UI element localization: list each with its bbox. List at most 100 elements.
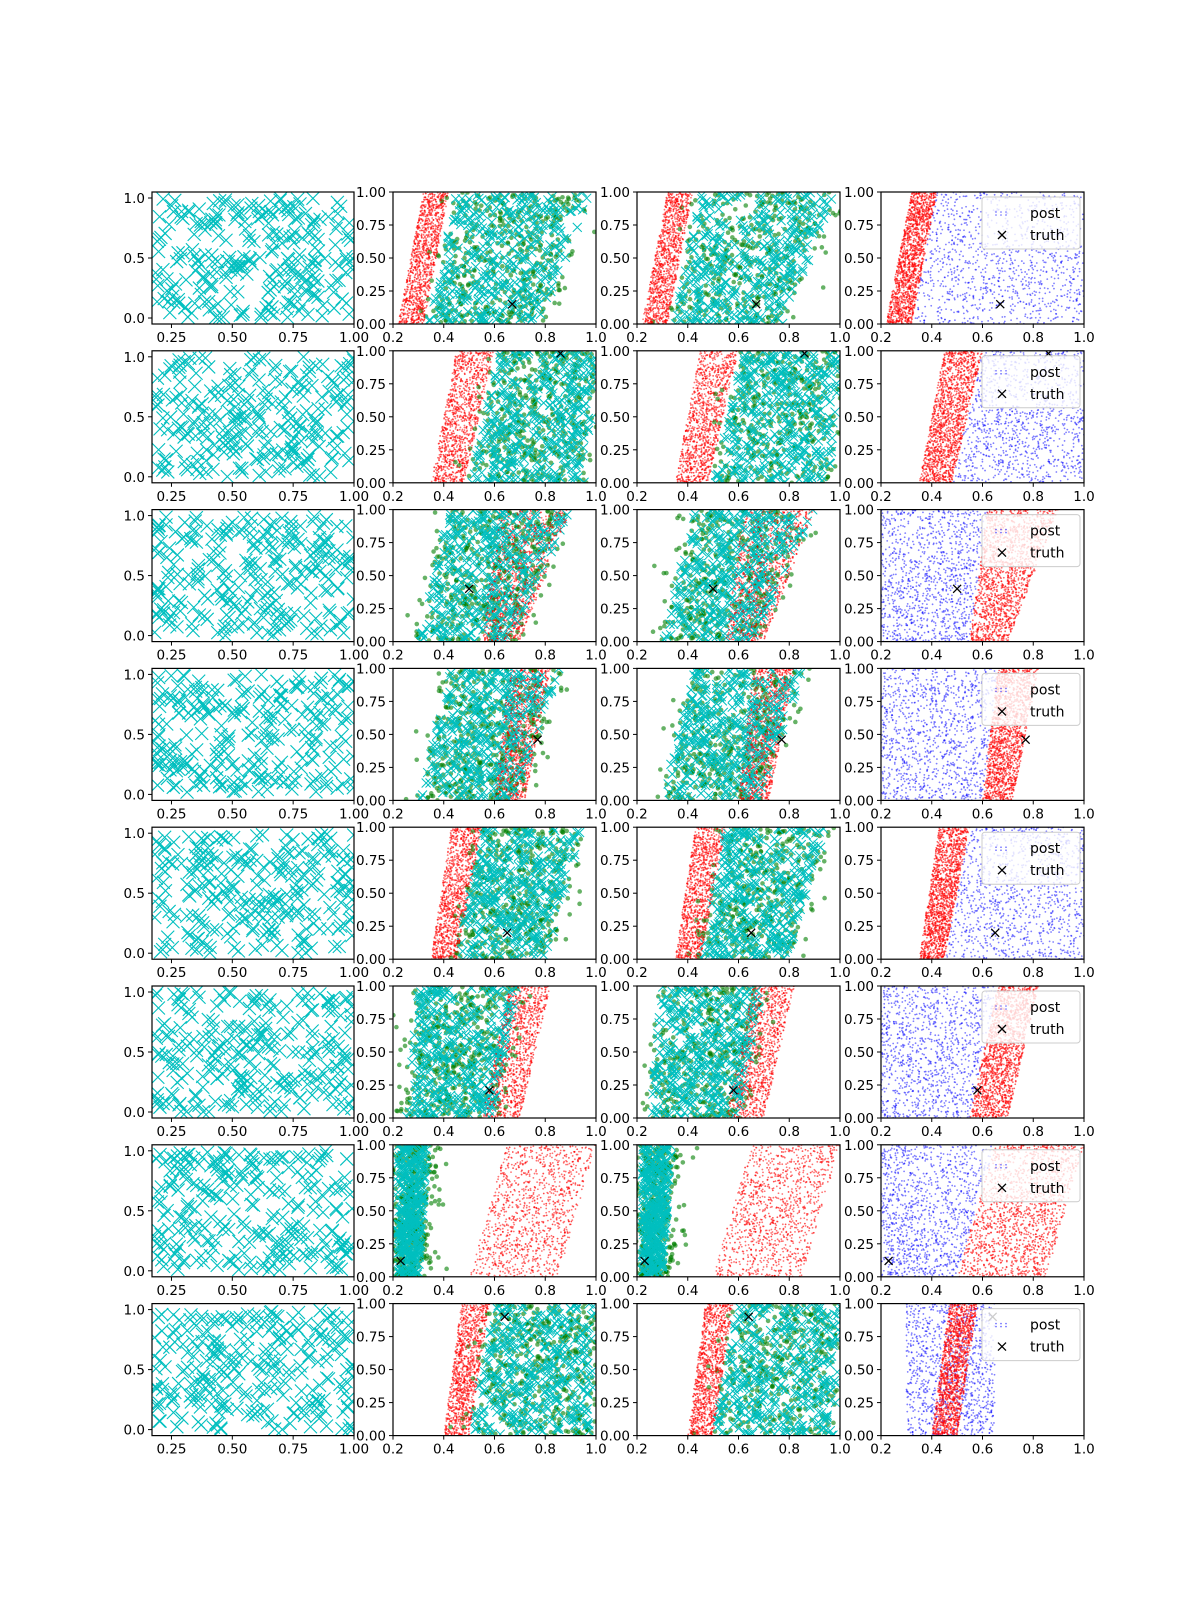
cyan-sample-marker [475,227,485,237]
green-sample-point [797,219,802,224]
red-sample-point [660,313,662,316]
red-sample-point [667,293,670,295]
red-sample-point [416,239,419,242]
cyan-sample-marker [728,254,738,265]
blue-post-point [1055,269,1058,272]
red-sample-point [412,299,415,302]
cyan-sample-marker [694,252,705,263]
red-sample-point [682,238,685,241]
red-sample-point [430,243,433,246]
red-sample-point [685,218,688,221]
red-sample-point [437,238,440,241]
red-sample-point [421,219,424,222]
red-sample-point [436,251,439,254]
blue-post-point [1076,253,1079,256]
cyan-sample-marker [818,197,829,208]
cyan-sample-marker [798,201,809,212]
red-sample-point [404,301,407,304]
cyan-sample-marker [565,206,575,217]
red-sample-point [426,281,429,283]
red-sample-point [671,203,674,205]
red-sample-point [418,307,420,310]
red-sample-point [439,199,442,202]
prior-marker [251,198,266,213]
red-sample-point [442,195,445,198]
red-sample-point [405,297,408,300]
red-sample-point [442,205,445,207]
red-sample-point [647,316,650,319]
cyan-sample-marker [758,215,769,226]
cyan-sample-marker [514,237,525,248]
blue-post-point [979,242,981,245]
green-sample-point [561,201,566,207]
green-sample-point [508,273,514,278]
red-sample-point [671,288,673,291]
prior-marker [290,253,305,268]
cyan-sample-marker [694,289,704,300]
red-sample-point [419,222,422,224]
prior-marker [188,263,203,278]
red-sample-point [439,234,442,237]
blue-post-point [1017,274,1020,277]
red-sample-point [429,228,432,230]
red-sample-point [648,307,651,310]
red-sample-point [407,314,410,317]
blue-post-point [963,229,965,232]
red-sample-point [681,232,684,235]
prior-marker [339,252,354,267]
red-sample-point [668,295,671,298]
blue-post-point [954,276,956,279]
red-sample-point [418,233,421,236]
blue-post-point [941,280,944,283]
red-sample-point [415,308,418,311]
cyan-sample-marker [460,199,471,209]
prior-marker [328,237,343,252]
red-sample-point [650,276,653,279]
red-sample-point [652,269,655,272]
red-sample-point [648,295,651,298]
prior-marker [302,260,317,275]
cyan-sample-marker [709,231,720,242]
blue-post-point [1012,285,1015,288]
green-sample-point [452,259,457,265]
green-sample-point [687,224,693,230]
cyan-sample-marker [775,253,786,264]
red-sample-point [666,283,669,286]
cyan-sample-marker [515,205,526,215]
cyan-sample-marker [527,228,537,239]
blue-post-point [926,294,929,296]
y-tick-label: 1.00 [356,185,386,201]
red-sample-point [414,286,416,289]
red-sample-point [413,307,416,310]
prior-marker [254,310,268,324]
blue-post-point [919,284,922,287]
red-sample-point [673,227,676,230]
red-sample-point [654,270,657,273]
cyan-sample-marker [756,314,767,324]
blue-post-point [947,223,950,226]
red-sample-point [661,316,664,319]
cyan-sample-marker [715,280,726,291]
prior-marker [326,285,341,300]
red-sample-point [426,287,429,290]
cyan-sample-marker [786,214,797,224]
blue-post-point [943,301,946,304]
blue-post-point [1069,288,1072,291]
blue-post-point [948,241,950,244]
green-sample-point [523,303,528,309]
green-sample-point [471,267,477,273]
red-sample-point [671,201,674,204]
cyan-sample-marker [816,192,827,203]
red-sample-point [424,290,427,293]
cyan-sample-marker [466,217,476,227]
red-sample-point [677,208,680,211]
red-sample-point [668,194,671,197]
red-sample-point [427,241,430,244]
red-sample-point [407,316,410,319]
green-sample-point [507,321,512,324]
red-sample-point [652,298,655,301]
red-sample-point [423,198,425,201]
blue-post-point [922,292,925,295]
red-sample-point [679,239,682,242]
prior-marker [168,277,183,291]
